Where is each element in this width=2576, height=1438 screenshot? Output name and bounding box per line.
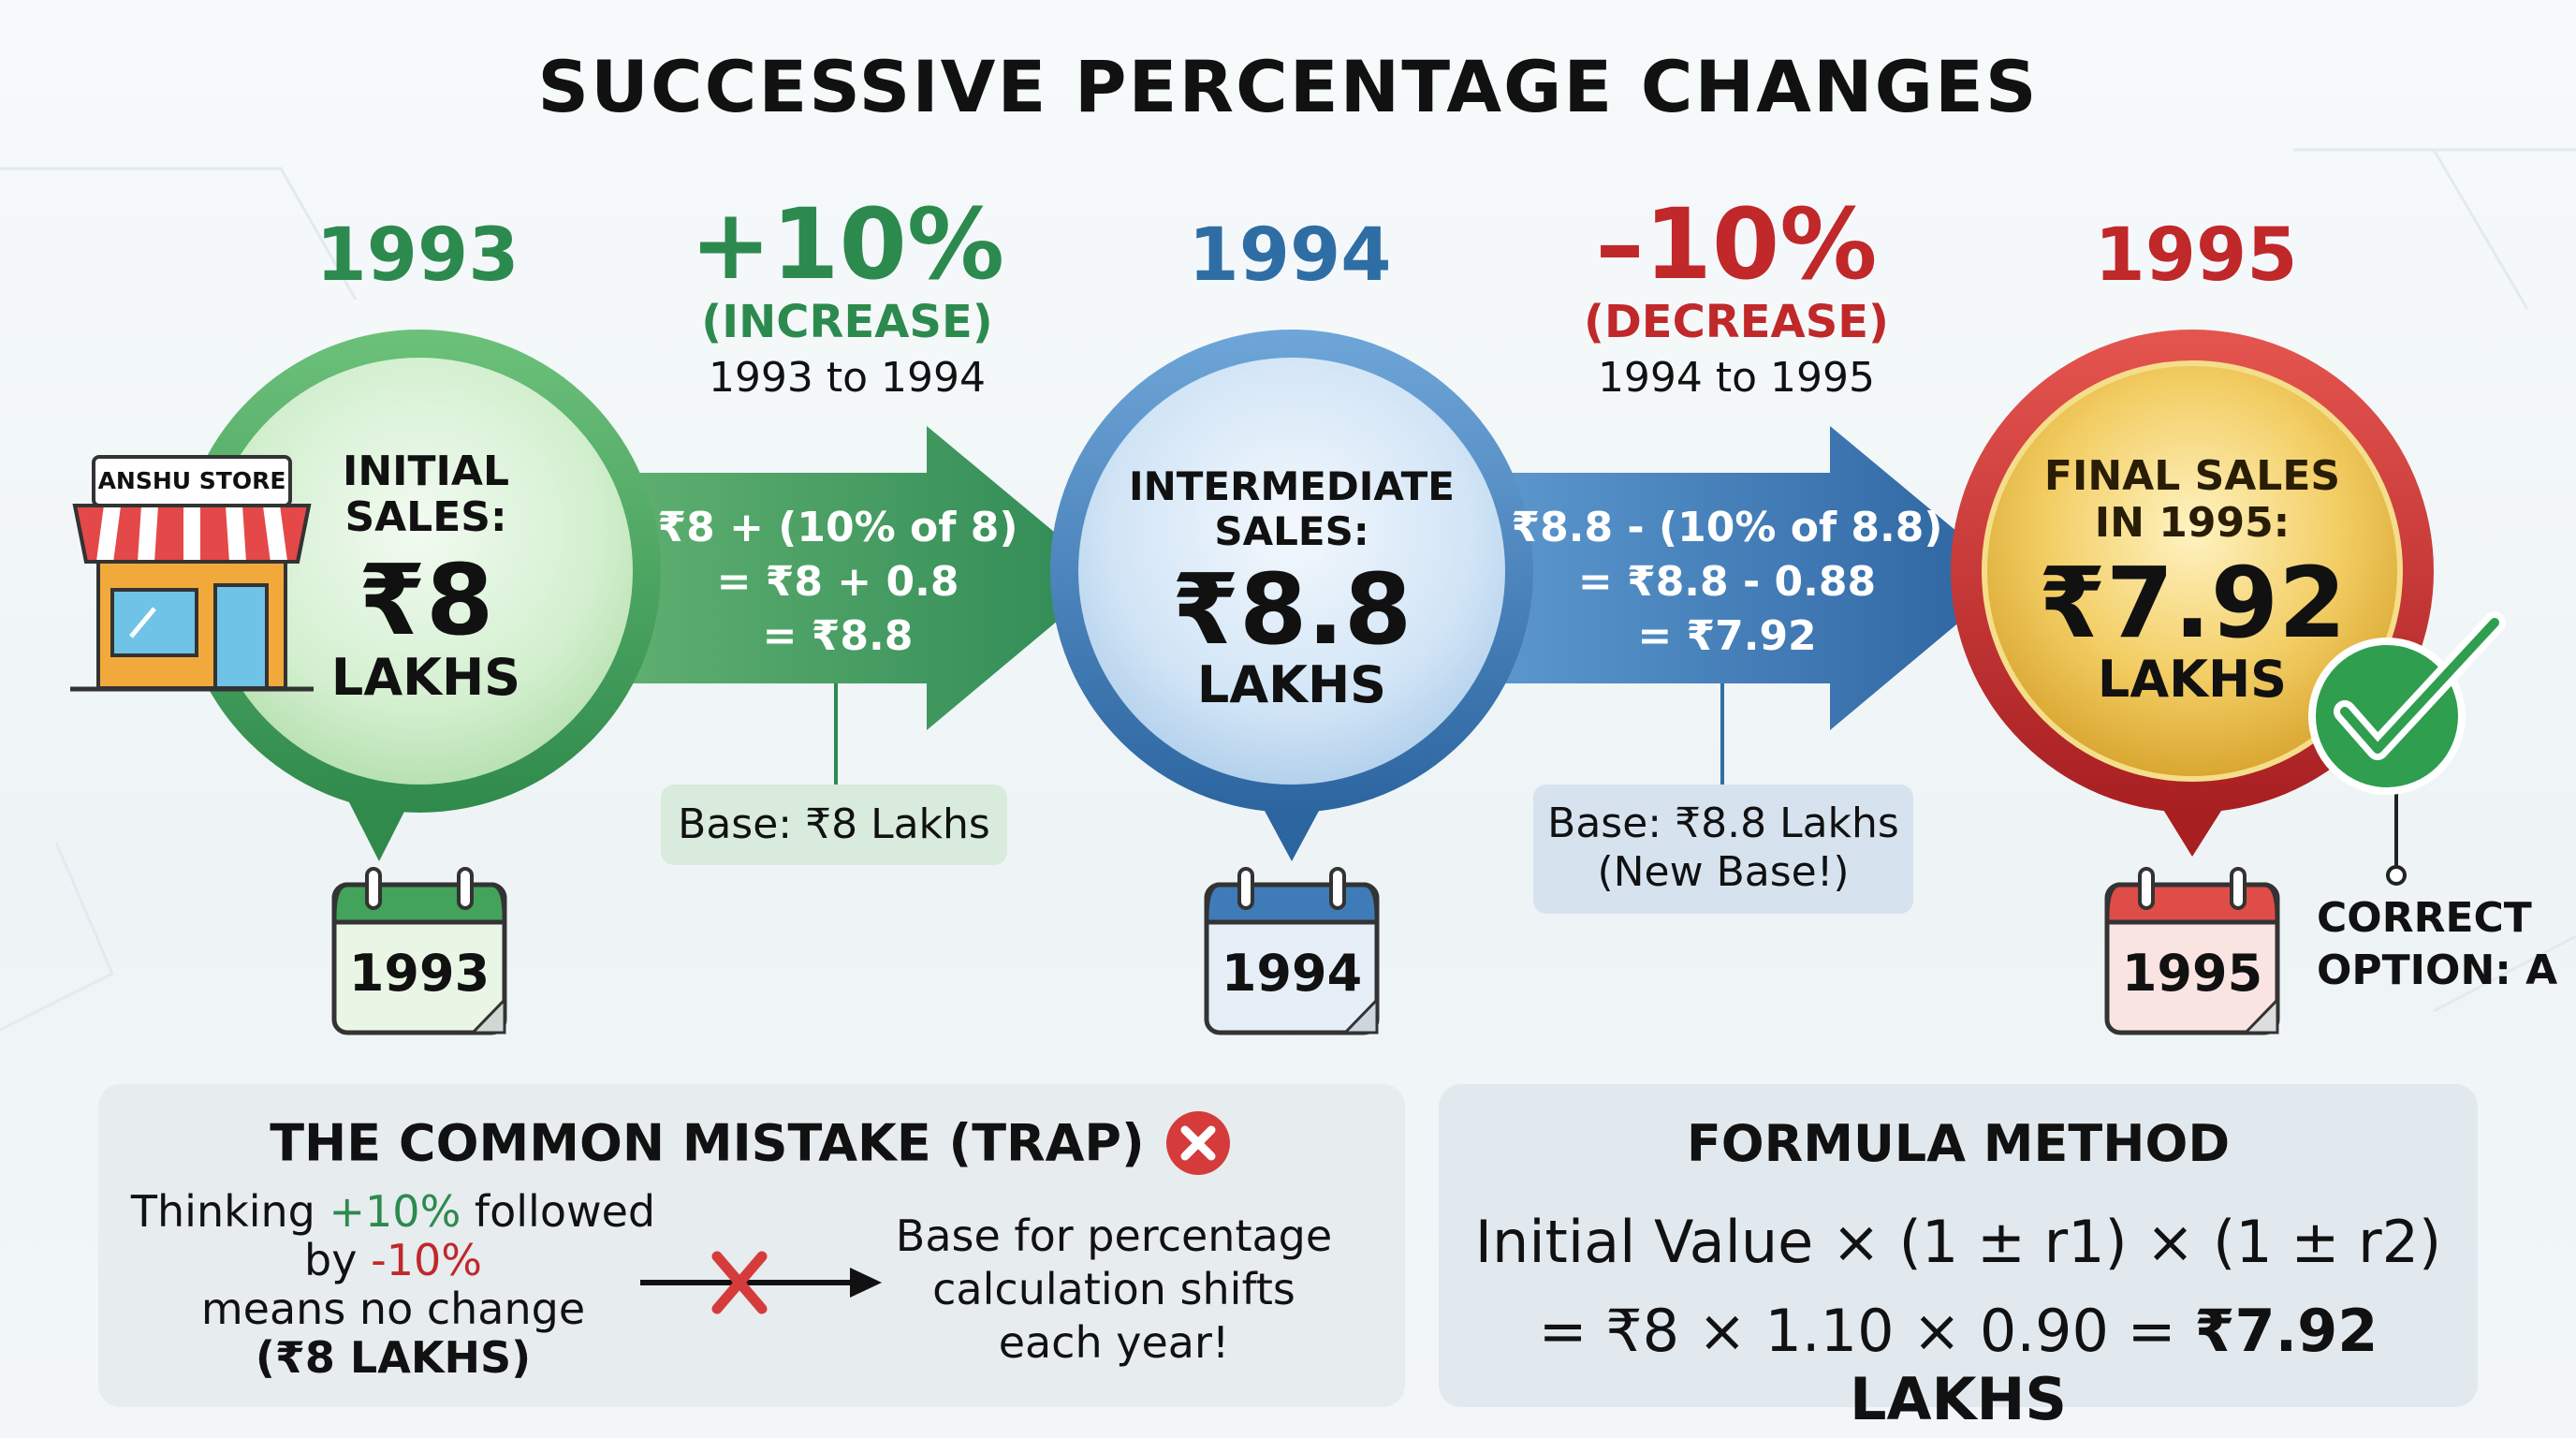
year-label-1994: 1994	[1188, 213, 1392, 298]
change1-base-box: Base: ₹8 Lakhs	[661, 785, 1007, 865]
stage3-label-line2: IN 1995:	[2094, 499, 2291, 547]
stage1-unit: LAKHS	[330, 648, 521, 707]
formula-method-panel	[1439, 1084, 2478, 1407]
calendar-year-1994: 1994	[1221, 944, 1363, 1003]
change1-range: 1993 to 1994	[708, 354, 987, 402]
stage1-value: ₹8	[358, 543, 494, 657]
formula-line2: = ₹8 × 1.10 × 0.90 = ₹7.92 LAKHS	[1538, 1297, 2378, 1433]
stage1-label-line2: SALES:	[344, 493, 507, 541]
change1-calculation: ₹8 + (10% of 8) = ₹8 + 0.8 = ₹8.8	[657, 504, 1018, 660]
formula-line1: Initial Value × (1 ± r1) × (1 ± r2)	[1474, 1208, 2442, 1276]
store-icon	[70, 455, 314, 692]
year-label-1993: 1993	[315, 213, 520, 298]
stage2-value: ₹8.8	[1171, 552, 1412, 667]
check-icon	[2308, 611, 2506, 886]
page-title: SUCCESSIVE PERCENTAGE CHANGES	[537, 45, 2039, 128]
store-name: ANSHU STORE	[97, 467, 286, 494]
stage2-label-line2: SALES:	[1214, 508, 1369, 554]
stage2-label-line1: INTERMEDIATE	[1128, 463, 1456, 509]
formula-heading: FORMULA METHOD	[1686, 1114, 2231, 1173]
calendar-icon-1993	[331, 867, 507, 1035]
change2-base-box: Base: ₹8.8 Lakhs (New Base!)	[1533, 785, 1913, 914]
change1-label: (INCREASE)	[701, 296, 993, 348]
change2-range: 1994 to 1995	[1597, 354, 1876, 402]
stage3-unit: LAKHS	[2097, 650, 2288, 709]
change1-percent: +10%	[689, 187, 1005, 301]
calendar-year-1993: 1993	[348, 944, 490, 1003]
stage1-label-line1: INITIAL	[342, 448, 510, 495]
mistake-heading: THE COMMON MISTAKE (TRAP)	[98, 1108, 1405, 1179]
stage3-value: ₹7.92	[2038, 546, 2347, 660]
stage3-label-line1: FINAL SALES	[2043, 452, 2341, 500]
change2-percent: –10%	[1595, 187, 1878, 301]
year-label-1995: 1995	[2094, 213, 2298, 298]
stage2-unit: LAKHS	[1196, 655, 1387, 714]
cross-circle-icon	[1165, 1111, 1230, 1175]
crossed-arrow-icon	[640, 1251, 882, 1314]
change2-calculation: ₹8.8 - (10% of 8.8) = ₹8.8 - 0.88 = ₹7.9…	[1511, 504, 1943, 660]
mistake-explanation: Thinking +10% followed by -10% means no …	[130, 1186, 656, 1383]
correct-option-label: CORRECT OPTION: A	[2317, 894, 2558, 994]
calendar-icon-1994	[1204, 867, 1380, 1035]
calendar-icon-1995	[2104, 867, 2280, 1035]
change2-label: (DECREASE)	[1584, 296, 1889, 348]
mistake-right-text: Base for percentage calculation shifts e…	[895, 1211, 1333, 1368]
calendar-year-1995: 1995	[2121, 944, 2263, 1003]
